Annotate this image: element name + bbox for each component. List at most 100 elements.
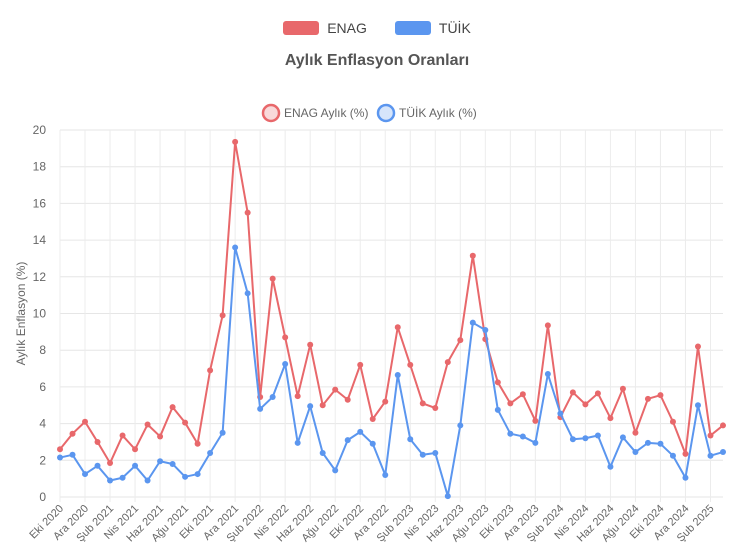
data-point-tuik bbox=[369, 440, 376, 447]
toggle-enag-label: ENAG bbox=[327, 20, 367, 36]
data-point-tuik bbox=[419, 451, 426, 458]
data-point-tuik bbox=[282, 360, 289, 367]
legend-marker bbox=[376, 103, 396, 123]
data-point-tuik bbox=[532, 439, 539, 446]
data-point-tuik bbox=[219, 429, 226, 436]
data-point-tuik bbox=[594, 432, 601, 439]
data-point-enag bbox=[694, 343, 701, 350]
data-point-enag bbox=[444, 359, 451, 366]
data-point-tuik bbox=[169, 460, 176, 467]
y-tick-label: 16 bbox=[33, 196, 47, 210]
series-line-enag bbox=[59, 140, 724, 465]
data-point-enag bbox=[607, 415, 614, 422]
data-point-enag bbox=[469, 252, 476, 259]
data-point-enag bbox=[57, 446, 63, 453]
data-point-enag bbox=[94, 438, 101, 445]
data-point-enag bbox=[294, 393, 301, 400]
y-axis-label: Aylık Enflasyon (%) bbox=[14, 262, 28, 366]
data-point-tuik bbox=[107, 477, 114, 484]
data-point-tuik bbox=[632, 449, 639, 456]
y-tick-label: 18 bbox=[33, 160, 47, 174]
data-point-tuik bbox=[457, 422, 464, 429]
y-tick-label: 10 bbox=[33, 307, 47, 321]
y-tick-label: 4 bbox=[39, 417, 46, 431]
data-point-tuik bbox=[144, 477, 151, 484]
data-point-enag bbox=[307, 341, 314, 348]
data-point-enag bbox=[119, 432, 126, 439]
data-point-tuik bbox=[407, 436, 414, 443]
data-point-enag bbox=[594, 390, 601, 397]
data-point-tuik bbox=[357, 428, 364, 435]
data-point-enag bbox=[669, 418, 676, 425]
data-point-enag bbox=[207, 367, 214, 374]
y-tick-label: 14 bbox=[33, 233, 47, 247]
data-point-tuik bbox=[694, 402, 701, 409]
data-point-tuik bbox=[544, 371, 551, 378]
data-point-tuik bbox=[382, 471, 389, 478]
data-point-enag bbox=[144, 421, 151, 428]
data-point-tuik bbox=[444, 493, 451, 500]
data-point-tuik bbox=[232, 244, 239, 251]
enag-color-swatch bbox=[283, 21, 320, 35]
data-point-enag bbox=[494, 379, 501, 386]
y-tick-label: 12 bbox=[33, 270, 47, 284]
data-point-tuik bbox=[269, 393, 276, 400]
data-point-tuik bbox=[707, 452, 714, 459]
data-point-enag bbox=[657, 392, 664, 399]
data-point-tuik bbox=[344, 437, 351, 444]
data-point-tuik bbox=[94, 462, 101, 469]
data-point-tuik bbox=[619, 434, 626, 441]
data-point-enag bbox=[332, 386, 339, 393]
data-point-enag bbox=[519, 391, 526, 398]
data-point-tuik bbox=[582, 435, 589, 442]
data-point-tuik bbox=[669, 452, 676, 459]
data-point-tuik bbox=[257, 405, 264, 412]
data-point-tuik bbox=[482, 327, 489, 334]
data-point-tuik bbox=[244, 290, 251, 297]
data-point-enag bbox=[319, 402, 326, 409]
data-point-tuik bbox=[657, 440, 664, 447]
data-point-tuik bbox=[507, 430, 514, 437]
data-point-tuik bbox=[69, 451, 76, 458]
data-point-enag bbox=[157, 433, 164, 440]
data-point-enag bbox=[720, 422, 726, 429]
dataset-toggle-bar: ENAG TÜİK bbox=[0, 18, 754, 38]
data-point-enag bbox=[282, 334, 289, 341]
toggle-tuik-label: TÜİK bbox=[438, 20, 471, 36]
data-point-enag bbox=[107, 460, 114, 467]
data-point-tuik bbox=[494, 406, 501, 413]
data-point-tuik bbox=[194, 471, 201, 478]
data-point-enag bbox=[407, 361, 414, 368]
data-point-enag bbox=[194, 440, 201, 447]
data-point-tuik bbox=[569, 436, 576, 443]
data-point-tuik bbox=[82, 471, 89, 478]
data-point-enag bbox=[357, 361, 364, 368]
data-point-enag bbox=[682, 450, 689, 457]
data-point-enag bbox=[457, 337, 464, 344]
chart-title: Aylık Enflasyon Oranları bbox=[284, 52, 470, 69]
data-point-tuik bbox=[182, 473, 189, 480]
data-point-tuik bbox=[207, 449, 214, 456]
y-tick-label: 2 bbox=[39, 453, 46, 467]
data-point-tuik bbox=[682, 474, 689, 481]
data-point-enag bbox=[69, 430, 76, 437]
data-point-enag bbox=[344, 396, 351, 403]
data-point-enag bbox=[532, 417, 539, 424]
data-point-enag bbox=[394, 324, 401, 331]
data-point-tuik bbox=[119, 474, 126, 481]
data-point-tuik bbox=[519, 433, 526, 440]
data-point-enag bbox=[169, 404, 176, 411]
data-point-enag bbox=[419, 400, 426, 407]
data-point-tuik bbox=[394, 371, 401, 378]
legend-marker bbox=[261, 103, 281, 123]
data-point-tuik bbox=[157, 458, 164, 465]
data-point-tuik bbox=[469, 319, 476, 326]
data-point-enag bbox=[582, 401, 589, 408]
toggle-enag[interactable]: ENAG bbox=[283, 18, 367, 38]
data-point-enag bbox=[619, 385, 626, 392]
data-point-tuik bbox=[720, 449, 726, 456]
data-point-enag bbox=[182, 419, 189, 426]
data-point-tuik bbox=[132, 462, 139, 469]
toggle-tuik[interactable]: TÜİK bbox=[394, 18, 471, 38]
